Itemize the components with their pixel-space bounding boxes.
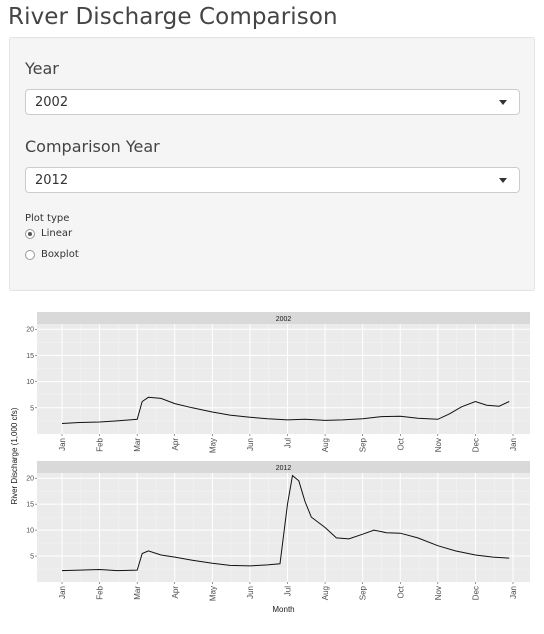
x-tick-label: Aug bbox=[321, 586, 330, 600]
year-select-value: 2002 bbox=[35, 95, 69, 110]
plot-type-label: Plot type bbox=[25, 213, 70, 224]
x-tick-label: Apr bbox=[171, 438, 180, 451]
y-tick-label: 20 bbox=[26, 476, 34, 483]
y-tick-label: 15 bbox=[26, 353, 34, 360]
year-label: Year bbox=[25, 59, 59, 78]
control-panel: Year 2002 Comparison Year 2012 Plot type… bbox=[9, 37, 535, 291]
y-tick-label: 20 bbox=[26, 327, 34, 334]
x-tick-label: Mar bbox=[133, 438, 142, 452]
x-tick-label: Jan bbox=[58, 586, 67, 599]
comparison-year-label: Comparison Year bbox=[25, 137, 160, 156]
comparison-year-select-value: 2012 bbox=[35, 173, 69, 188]
x-tick-label: Jul bbox=[284, 438, 293, 448]
x-tick-label: Jun bbox=[246, 438, 255, 451]
facet-label: 2012 bbox=[276, 465, 292, 472]
x-tick-label: Nov bbox=[434, 586, 443, 600]
x-tick-label: Oct bbox=[396, 437, 405, 450]
facet-strip bbox=[37, 312, 530, 324]
x-tick-label: Jun bbox=[246, 586, 255, 599]
y-tick-label: 5 bbox=[30, 405, 34, 412]
facet-label: 2002 bbox=[276, 316, 292, 323]
x-tick-label: May bbox=[208, 438, 217, 453]
x-tick-label: Mar bbox=[133, 586, 142, 600]
x-tick-label: Dec bbox=[471, 438, 480, 452]
panel-background bbox=[37, 473, 530, 582]
discharge-plot: 2002 5 10 15 20 Jan Feb Mar Apr May Jun Jul Aug Sep Oc… bbox=[10, 312, 530, 614]
radio-button-unchecked[interactable] bbox=[25, 250, 35, 260]
series-line-2002 bbox=[61, 396, 510, 424]
y-tick-label: 5 bbox=[30, 554, 34, 561]
caret-down-icon bbox=[499, 178, 507, 183]
x-tick-label: Feb bbox=[96, 437, 105, 451]
x-tick-label: Feb bbox=[96, 585, 105, 599]
y-tick-label: 15 bbox=[26, 502, 34, 509]
x-tick-label: Aug bbox=[321, 438, 330, 452]
comparison-year-select[interactable]: 2012 bbox=[25, 167, 520, 193]
x-axis-label: Month bbox=[272, 605, 294, 614]
x-tick-label: Jan bbox=[509, 586, 518, 599]
x-tick-label: Jan bbox=[58, 438, 67, 451]
x-tick-label: Nov bbox=[434, 438, 443, 452]
y-axis-label: River Discharge (1,000 cfs) bbox=[10, 407, 19, 504]
panel-background bbox=[37, 324, 530, 434]
x-tick-label: Jul bbox=[284, 586, 293, 596]
x-tick-label: Sep bbox=[359, 437, 368, 452]
page-title: River Discharge Comparison bbox=[8, 4, 338, 30]
x-tick-label: Oct bbox=[396, 585, 405, 598]
year-select[interactable]: 2002 bbox=[25, 89, 520, 115]
radio-label-linear: Linear bbox=[41, 228, 73, 239]
caret-down-icon bbox=[499, 100, 507, 105]
x-tick-label: Sep bbox=[359, 585, 368, 600]
radio-button-checked[interactable] bbox=[25, 229, 35, 239]
x-tick-label: Jan bbox=[509, 438, 518, 451]
x-tick-label: May bbox=[208, 586, 217, 601]
series-line-2012 bbox=[61, 474, 510, 572]
x-tick-label: Dec bbox=[471, 586, 480, 600]
y-tick-label: 10 bbox=[26, 379, 34, 386]
radio-label-boxplot: Boxplot bbox=[41, 249, 79, 260]
y-tick-label: 10 bbox=[26, 528, 34, 535]
facet-strip bbox=[37, 461, 530, 473]
x-tick-label: Apr bbox=[171, 586, 180, 599]
